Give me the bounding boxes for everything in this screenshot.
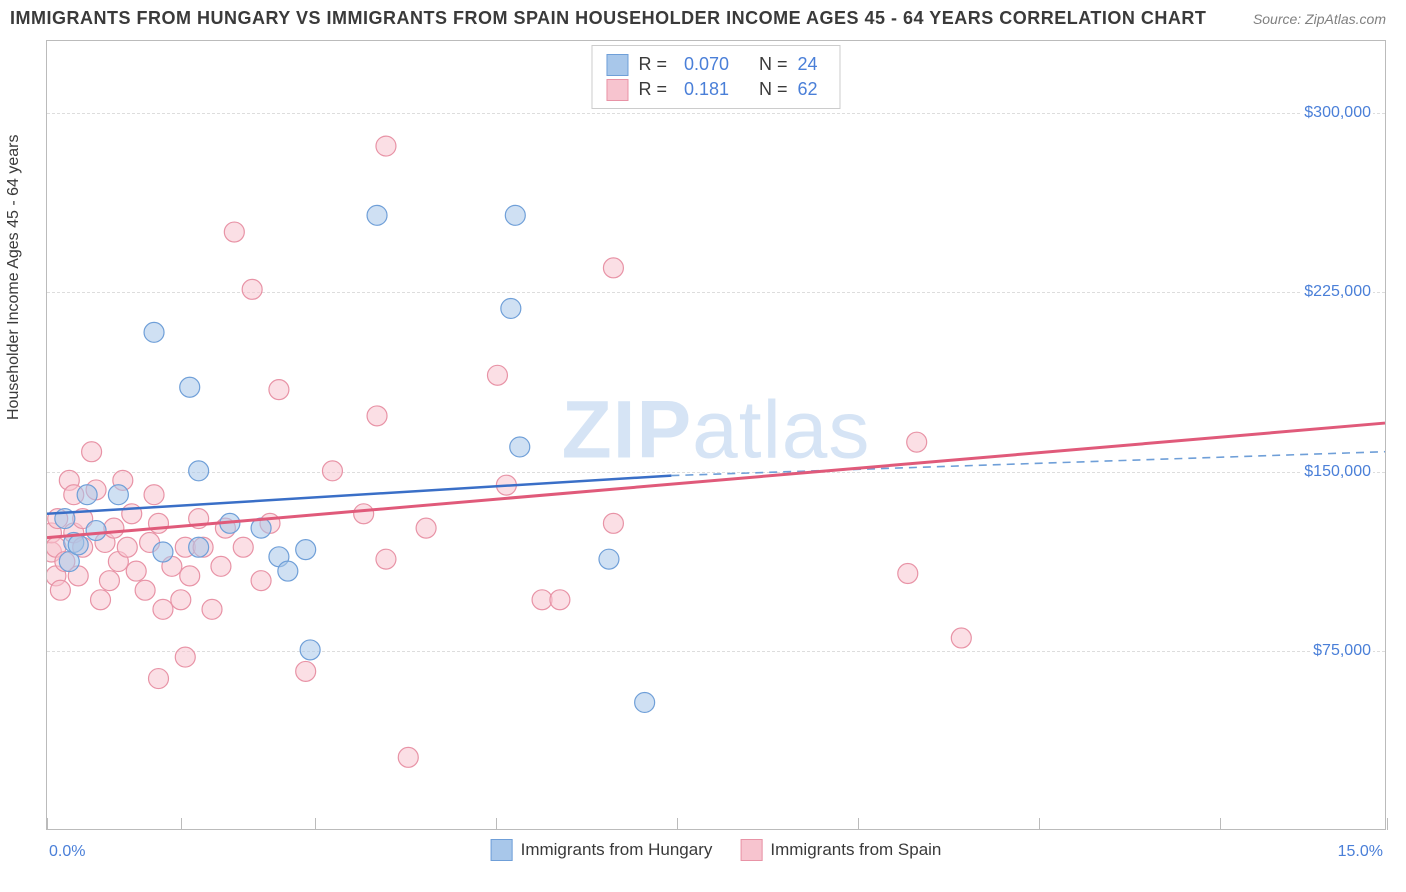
legend-item-spain: Immigrants from Spain	[740, 839, 941, 861]
legend-item-hungary: Immigrants from Hungary	[491, 839, 713, 861]
n-value-spain: 62	[798, 77, 826, 102]
scatter-svg	[47, 41, 1385, 829]
swatch-hungary	[606, 54, 628, 76]
legend-label-hungary: Immigrants from Hungary	[521, 840, 713, 860]
y-tick-label: $225,000	[1302, 282, 1373, 302]
legend-row-spain: R = 0.181 N = 62	[606, 77, 825, 102]
x-axis-min-label: 0.0%	[49, 843, 85, 861]
y-tick-label: $150,000	[1302, 462, 1373, 482]
y-tick-label: $300,000	[1302, 103, 1373, 123]
n-value-hungary: 24	[798, 52, 826, 77]
swatch-spain	[606, 79, 628, 101]
swatch-spain	[740, 839, 762, 861]
watermark: ZIPatlas	[562, 383, 871, 477]
swatch-hungary	[491, 839, 513, 861]
chart-plot-area: ZIPatlas $75,000 $150,000 $225,000 $300,000…	[46, 40, 1386, 830]
legend-series: Immigrants from Hungary Immigrants from …	[491, 839, 942, 861]
r-value-hungary: 0.070	[677, 52, 729, 77]
source-credit: Source: ZipAtlas.com	[1253, 11, 1386, 27]
x-axis-max-label: 15.0%	[1338, 843, 1383, 861]
y-tick-label: $75,000	[1311, 641, 1373, 661]
r-value-spain: 0.181	[677, 77, 729, 102]
legend-row-hungary: R = 0.070 N = 24	[606, 52, 825, 77]
legend-label-spain: Immigrants from Spain	[770, 840, 941, 860]
y-axis-title: Householder Income Ages 45 - 64 years	[5, 135, 23, 421]
legend-correlation: R = 0.070 N = 24 R = 0.181 N = 62	[591, 45, 840, 109]
chart-title: IMMIGRANTS FROM HUNGARY VS IMMIGRANTS FR…	[10, 8, 1206, 29]
